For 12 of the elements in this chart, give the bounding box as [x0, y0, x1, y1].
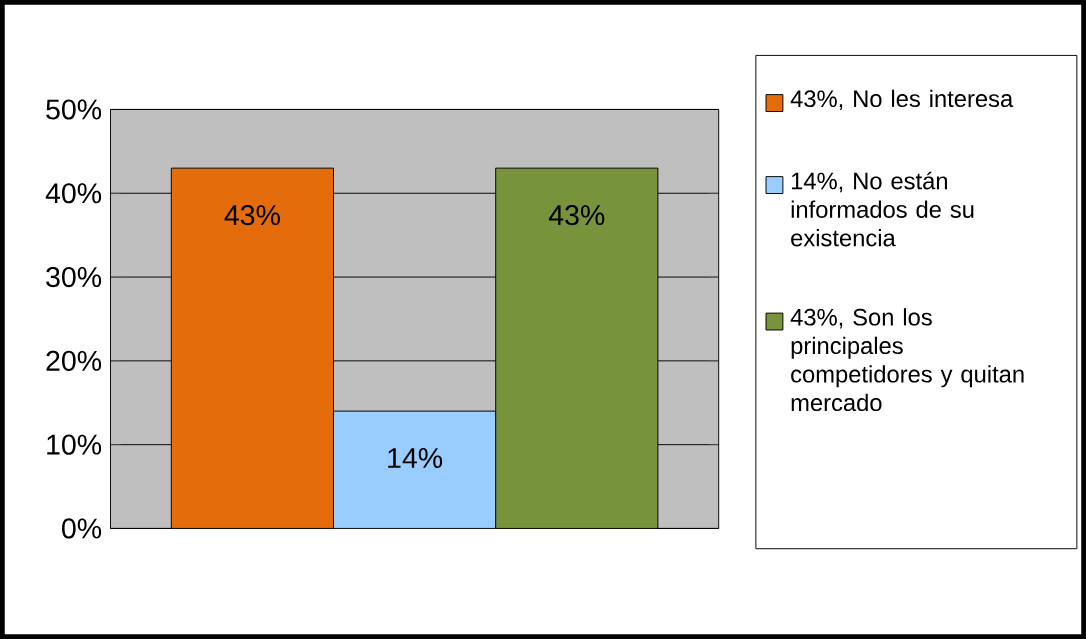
- legend-label: 43%, No les interesa: [790, 89, 1014, 110]
- y-tick-label: 20%: [46, 350, 102, 371]
- legend-label: 43%, Son los principales competidores y quitan mercado: [790, 308, 1024, 412]
- data-label: 43%: [548, 205, 605, 226]
- y-tick-label: 40%: [45, 183, 102, 204]
- data-label: 43%: [224, 205, 280, 226]
- y-tick-label: 30%: [46, 267, 102, 288]
- y-tick-label: 10%: [47, 434, 102, 455]
- data-label: 14%: [388, 448, 443, 468]
- y-tick-label: 0%: [62, 518, 102, 539]
- legend-label: 14%, No están informados de su existencia: [791, 171, 974, 247]
- y-tick-label: 50%: [46, 99, 102, 120]
